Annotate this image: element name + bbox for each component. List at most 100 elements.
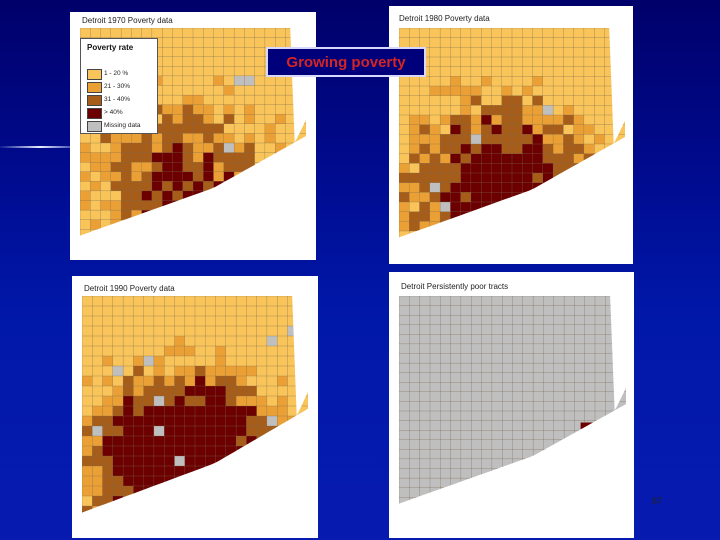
census-tract xyxy=(162,28,174,39)
census-tract xyxy=(205,375,217,387)
lake-water xyxy=(292,296,308,416)
census-tract xyxy=(225,335,237,347)
census-tract xyxy=(275,28,287,39)
census-tract xyxy=(233,56,245,67)
census-tract xyxy=(460,353,472,364)
census-tract xyxy=(584,296,596,307)
census-tract xyxy=(194,455,206,467)
census-tract xyxy=(172,28,184,39)
census-tract xyxy=(233,85,245,96)
census-tract xyxy=(532,343,544,355)
census-tract xyxy=(143,296,155,307)
census-tract xyxy=(543,343,555,355)
census-tract xyxy=(133,385,145,397)
census-tract xyxy=(194,385,206,397)
census-tract xyxy=(131,162,143,173)
census-tract xyxy=(532,114,544,126)
census-tract xyxy=(502,391,514,402)
census-tract xyxy=(92,415,104,427)
census-tract xyxy=(522,56,534,68)
census-tract xyxy=(90,209,102,221)
census-tract xyxy=(460,362,472,374)
census-tract xyxy=(277,345,289,357)
census-tract xyxy=(233,94,245,106)
census-tract xyxy=(439,143,451,155)
census-tract xyxy=(409,362,421,374)
census-tract xyxy=(419,95,431,106)
census-tract xyxy=(481,391,493,402)
census-tract xyxy=(112,335,124,347)
census-tract xyxy=(471,305,483,316)
census-tract xyxy=(594,343,606,355)
census-tract xyxy=(172,37,184,48)
census-tract xyxy=(153,305,165,317)
census-tract xyxy=(481,114,493,126)
census-tract xyxy=(82,365,93,377)
census-tract xyxy=(254,94,266,106)
census-tract xyxy=(460,382,472,393)
census-tract xyxy=(573,95,585,106)
census-tract xyxy=(429,353,441,364)
census-tract xyxy=(471,324,483,335)
census-tract xyxy=(512,353,524,364)
census-tract xyxy=(399,305,410,316)
census-tract xyxy=(205,325,217,337)
census-tract xyxy=(594,85,606,97)
census-tract xyxy=(244,37,256,48)
census-tract xyxy=(532,172,544,184)
census-tract xyxy=(102,475,114,487)
census-tract xyxy=(429,37,441,48)
census-tract xyxy=(594,391,606,402)
census-tract xyxy=(532,28,544,39)
census-tract xyxy=(192,28,204,39)
census-tract xyxy=(213,123,225,134)
census-tract xyxy=(542,37,554,48)
census-tract xyxy=(563,324,575,335)
census-tract xyxy=(542,124,554,135)
census-tract xyxy=(440,401,452,412)
census-tract xyxy=(552,95,564,106)
census-tract xyxy=(399,192,410,203)
census-tract xyxy=(429,334,441,345)
census-tract xyxy=(82,345,93,357)
census-tract xyxy=(563,315,575,326)
census-tract xyxy=(153,315,165,327)
census-tract xyxy=(203,85,215,96)
census-tract xyxy=(254,114,266,125)
census-tract xyxy=(122,425,134,437)
census-tract xyxy=(399,487,410,498)
census-tract xyxy=(501,143,513,155)
census-tract xyxy=(584,315,596,326)
census-tract xyxy=(409,192,421,203)
census-tract xyxy=(141,162,153,173)
census-tract xyxy=(203,162,215,173)
census-tract xyxy=(172,142,184,154)
census-tract xyxy=(254,37,266,48)
census-tract xyxy=(583,76,595,87)
census-tract xyxy=(512,362,524,374)
census-tract xyxy=(543,334,555,345)
census-tract xyxy=(532,143,544,155)
census-tract xyxy=(502,305,514,316)
census-tract xyxy=(192,85,204,96)
census-tract xyxy=(522,401,534,412)
census-tract xyxy=(439,37,451,48)
river-water xyxy=(82,408,308,536)
census-tract xyxy=(409,487,421,498)
census-tract xyxy=(203,142,215,154)
census-tract xyxy=(192,47,204,58)
census-tract xyxy=(419,153,431,164)
census-tract xyxy=(151,190,163,202)
census-tract xyxy=(141,152,153,163)
census-tract xyxy=(143,345,155,357)
census-tract xyxy=(542,153,554,164)
census-tract xyxy=(532,153,544,164)
census-tract xyxy=(112,365,124,377)
census-tract xyxy=(419,114,431,126)
census-tract xyxy=(553,430,565,441)
census-tract xyxy=(491,372,503,383)
census-tract xyxy=(205,296,217,307)
census-tract xyxy=(481,37,493,48)
census-tract xyxy=(153,385,165,397)
census-tract xyxy=(512,401,524,412)
